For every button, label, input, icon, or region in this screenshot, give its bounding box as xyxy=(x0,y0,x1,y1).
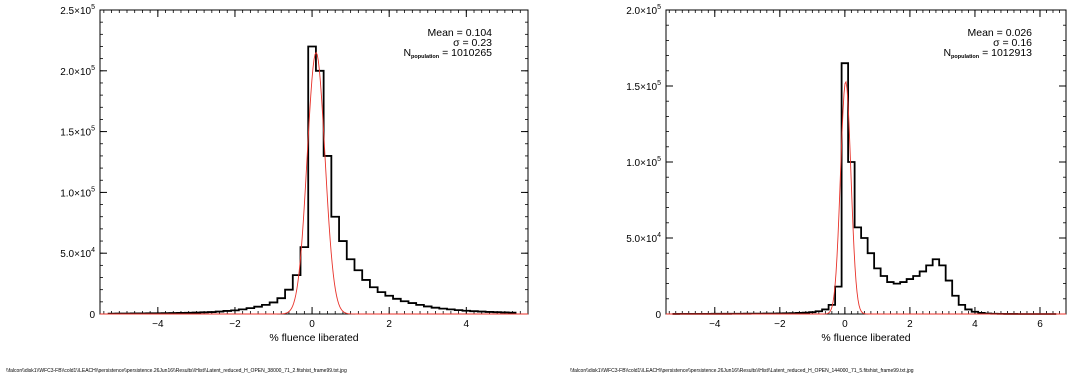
x-tick-label: −2 xyxy=(229,319,241,330)
left-footer-path: \\falcon\\disk1\\WFC3-FB\\cold1\\LEACH\\… xyxy=(6,368,347,374)
sigma-annotation: σ = 0.16 xyxy=(993,37,1032,49)
x-tick-label: −4 xyxy=(152,319,164,330)
y-tick-label: 1.5×105 xyxy=(60,126,95,139)
y-tick-label: 1.5×105 xyxy=(626,80,661,93)
y-tick-label: 2.5×105 xyxy=(60,4,95,17)
y-tick-label: 0 xyxy=(655,310,661,321)
histogram-series xyxy=(672,62,1057,315)
x-tick-label: 0 xyxy=(309,319,315,330)
x-tick-label: 2 xyxy=(386,319,392,330)
x-tick-label: −2 xyxy=(774,319,786,330)
right-chart: −4 −2 0 2 4 6 % fluence liberated 0 5.0×104 1.0×1… xyxy=(626,4,1067,344)
x-tick-label: −4 xyxy=(709,319,721,330)
x-tick-label: 4 xyxy=(464,319,470,330)
n-annotation: Npopulation = 1012913 xyxy=(943,47,1032,60)
mean-annotation: Mean = 0.026 xyxy=(967,27,1032,39)
mean-annotation: Mean = 0.104 xyxy=(427,27,492,39)
x-tick-label: 4 xyxy=(972,319,978,330)
y-tick-label: 2.0×105 xyxy=(60,65,95,78)
y-tick-label: 5.0×104 xyxy=(60,247,95,260)
x-axis-label: % fluence liberated xyxy=(821,332,910,344)
histogram-series xyxy=(107,45,517,315)
x-axis-label: % fluence liberated xyxy=(269,332,358,344)
y-tick-label: 5.0×104 xyxy=(626,232,661,245)
plot-frame xyxy=(99,9,529,315)
y-tick-label: 1.0×105 xyxy=(626,156,661,169)
gaussian-fit-series xyxy=(100,51,528,315)
y-tick-label: 2.0×105 xyxy=(626,4,661,17)
sigma-annotation: σ = 0.23 xyxy=(453,37,492,49)
n-annotation: Npopulation = 1010265 xyxy=(403,47,492,60)
gaussian-fit-series xyxy=(666,80,1066,315)
x-tick-label: 2 xyxy=(907,319,913,330)
x-tick-label: 0 xyxy=(842,319,848,330)
y-tick-label: 0 xyxy=(89,310,95,321)
x-tick-label: 6 xyxy=(1037,319,1043,330)
left-chart: −4 −2 0 2 4 % fluence liberated 0 5.0×104 1.0×10… xyxy=(60,4,529,344)
right-footer-path: \\falcon\\disk1\\WFC3-FB\\cold1\\LEACH\\… xyxy=(570,368,914,374)
y-tick-label: 1.0×105 xyxy=(60,186,95,199)
